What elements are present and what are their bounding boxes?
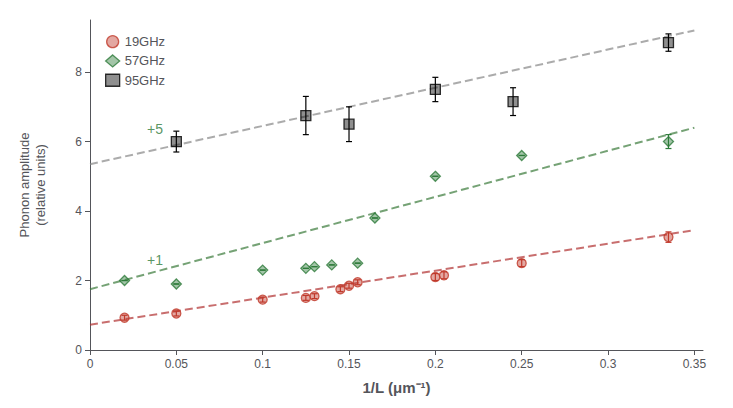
svg-text:0.1: 0.1 (254, 357, 271, 371)
svg-text:95GHz: 95GHz (125, 73, 165, 88)
svg-text:0: 0 (87, 357, 94, 371)
svg-text:0.15: 0.15 (337, 357, 361, 371)
svg-text:0.35: 0.35 (683, 357, 707, 371)
svg-text:19GHz: 19GHz (125, 34, 165, 49)
svg-text:Phonon amplitude: Phonon amplitude (17, 133, 32, 238)
svg-text:1/L (μm⁻¹): 1/L (μm⁻¹) (362, 379, 430, 396)
svg-text:0.25: 0.25 (510, 357, 534, 371)
svg-text:+1: +1 (147, 252, 163, 268)
svg-text:57GHz: 57GHz (125, 53, 165, 68)
svg-text:2: 2 (75, 274, 82, 288)
svg-text:6: 6 (75, 135, 82, 149)
svg-text:8: 8 (75, 65, 82, 79)
svg-text:+5: +5 (147, 121, 163, 137)
svg-text:0: 0 (75, 343, 82, 357)
svg-text:0.2: 0.2 (427, 357, 444, 371)
svg-text:4: 4 (75, 204, 82, 218)
svg-text:0.05: 0.05 (165, 357, 189, 371)
svg-text:0.3: 0.3 (600, 357, 617, 371)
svg-text:(relative units): (relative units) (33, 144, 48, 226)
